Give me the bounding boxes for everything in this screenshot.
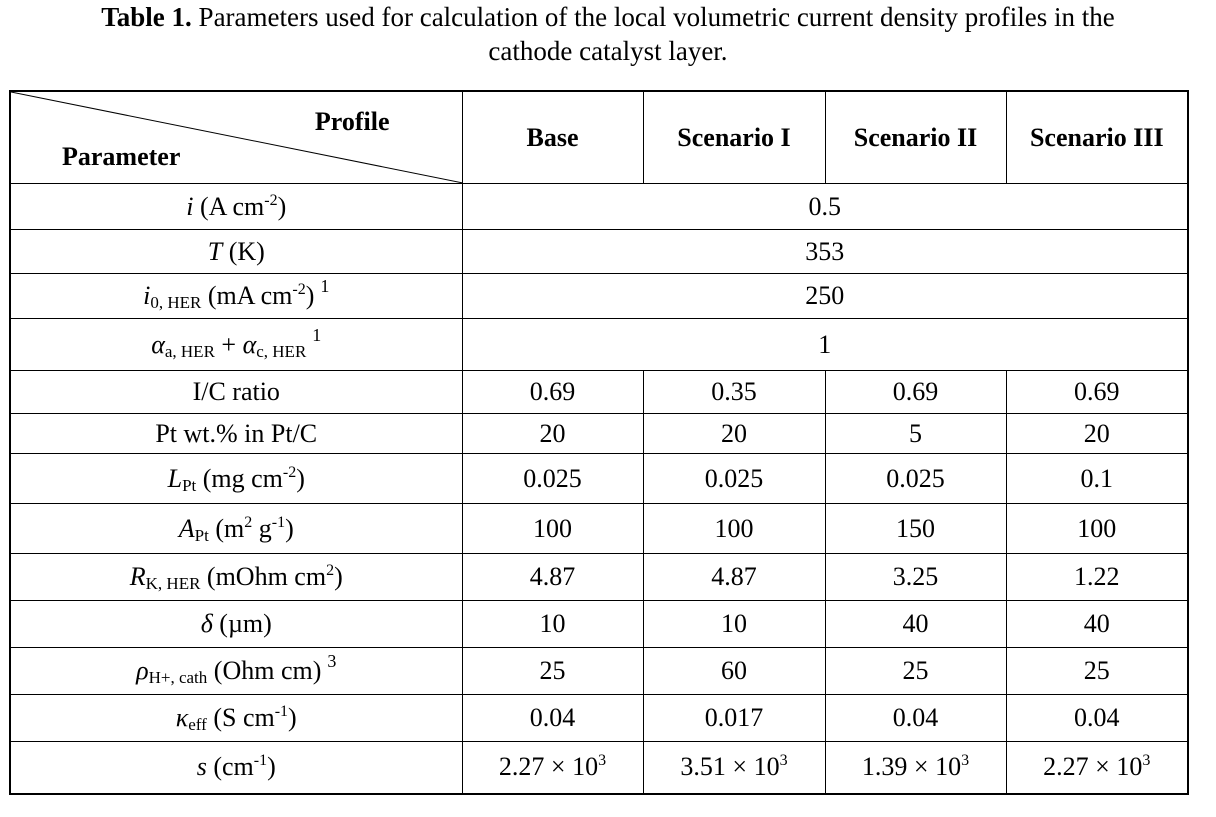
table-row: Pt wt.% in Pt/C 20 20 5 20 bbox=[9, 413, 1189, 454]
value-cell: 1.22 bbox=[1005, 553, 1189, 601]
value-cell: 0.69 bbox=[461, 370, 644, 414]
merged-value-cell: 0.5 bbox=[461, 183, 1189, 230]
value-cell: 25 bbox=[461, 647, 644, 695]
value-cell: 4.87 bbox=[642, 553, 826, 601]
value-cell: 0.1 bbox=[1005, 453, 1189, 504]
merged-value-cell: 250 bbox=[461, 273, 1189, 319]
value-cell: 0.025 bbox=[642, 453, 826, 504]
table-row: T (K) 353 bbox=[9, 229, 1189, 274]
param-conductivity: κeff (S cm-1) bbox=[9, 694, 463, 742]
value-cell: 0.69 bbox=[1005, 370, 1189, 414]
value-cell: 5 bbox=[824, 413, 1007, 454]
param-pt-loading: LPt (mg cm-2) bbox=[9, 453, 463, 504]
table-row: δ (µm) 10 10 40 40 bbox=[9, 600, 1189, 648]
header-scenario-1: Scenario I bbox=[642, 90, 826, 184]
param-ic-ratio: I/C ratio bbox=[9, 370, 463, 414]
table-row: APt (m2 g-1) 100 100 150 100 bbox=[9, 503, 1189, 554]
param-specific-area: s (cm-1) bbox=[9, 741, 463, 794]
param-kinetic-resistance: RK, HER (mOhm cm2) bbox=[9, 553, 463, 601]
table-row: LPt (mg cm-2) 0.025 0.025 0.025 0.1 bbox=[9, 453, 1189, 504]
param-pt-wt: Pt wt.% in Pt/C bbox=[9, 413, 463, 454]
value-cell: 0.04 bbox=[1005, 694, 1189, 742]
value-cell: 25 bbox=[824, 647, 1007, 695]
table-row: s (cm-1) 2.27 × 103 3.51 × 103 1.39 × 10… bbox=[9, 741, 1189, 794]
param-thickness: δ (µm) bbox=[9, 600, 463, 648]
value-cell: 150 bbox=[824, 503, 1007, 554]
param-temperature: T (K) bbox=[9, 229, 463, 274]
header-scenario-2: Scenario II bbox=[824, 90, 1007, 184]
caption-label: Table 1. bbox=[101, 2, 192, 32]
value-cell: 20 bbox=[461, 413, 644, 454]
value-cell: 0.69 bbox=[824, 370, 1007, 414]
header-scenario-3: Scenario III bbox=[1005, 90, 1189, 184]
parameters-table: Profile Parameter Base Scenario I Scenar… bbox=[9, 90, 1189, 795]
header-profile-label: Profile bbox=[314, 107, 390, 136]
value-cell: 20 bbox=[642, 413, 826, 454]
value-cell: 40 bbox=[1005, 600, 1189, 648]
value-cell: 100 bbox=[642, 503, 826, 554]
value-cell: 0.025 bbox=[824, 453, 1007, 504]
value-cell: 10 bbox=[461, 600, 644, 648]
table-caption: Table 1. Parameters used for calculation… bbox=[0, 0, 1216, 68]
value-cell: 3.25 bbox=[824, 553, 1007, 601]
merged-value-cell: 353 bbox=[461, 229, 1189, 274]
value-cell: 0.35 bbox=[642, 370, 826, 414]
header-parameter-label: Parameter bbox=[62, 142, 181, 171]
param-resistivity: ρH+, cath (Ohm cm) 3 bbox=[9, 647, 463, 695]
merged-value-cell: 1 bbox=[461, 318, 1189, 371]
header-row: Profile Parameter Base Scenario I Scenar… bbox=[9, 90, 1189, 184]
table-row: I/C ratio 0.69 0.35 0.69 0.69 bbox=[9, 370, 1189, 414]
param-exchange-current: i0, HER (mA cm-2) 1 bbox=[9, 273, 463, 319]
value-cell: 20 bbox=[1005, 413, 1189, 454]
value-cell: 100 bbox=[461, 503, 644, 554]
caption-text: Parameters used for calculation of the l… bbox=[191, 2, 1115, 32]
table-row: αa, HER + αc, HER1 1 bbox=[9, 318, 1189, 371]
table-row: i0, HER (mA cm-2) 1 250 bbox=[9, 273, 1189, 319]
header-corner-cell: Profile Parameter bbox=[9, 90, 463, 184]
value-cell: 1.39 × 103 bbox=[824, 741, 1007, 794]
value-cell: 40 bbox=[824, 600, 1007, 648]
value-cell: 100 bbox=[1005, 503, 1189, 554]
param-transfer-coefficients: αa, HER + αc, HER1 bbox=[9, 318, 463, 371]
value-cell: 60 bbox=[642, 647, 826, 695]
value-cell: 0.04 bbox=[461, 694, 644, 742]
value-cell: 25 bbox=[1005, 647, 1189, 695]
table-row: RK, HER (mOhm cm2) 4.87 4.87 3.25 1.22 bbox=[9, 553, 1189, 601]
value-cell: 0.025 bbox=[461, 453, 644, 504]
diagonal-divider bbox=[11, 92, 463, 183]
value-cell: 0.04 bbox=[824, 694, 1007, 742]
value-cell: 0.017 bbox=[642, 694, 826, 742]
value-cell: 2.27 × 103 bbox=[1005, 741, 1189, 794]
caption-line-1: Table 1. Parameters used for calculation… bbox=[0, 0, 1216, 34]
value-cell: 3.51 × 103 bbox=[642, 741, 826, 794]
table-row: ρH+, cath (Ohm cm) 3 25 60 25 25 bbox=[9, 647, 1189, 695]
param-pt-surface-area: APt (m2 g-1) bbox=[9, 503, 463, 554]
table-row: i (A cm-2) 0.5 bbox=[9, 183, 1189, 230]
param-current-density: i (A cm-2) bbox=[9, 183, 463, 230]
header-base: Base bbox=[461, 90, 644, 184]
value-cell: 2.27 × 103 bbox=[461, 741, 644, 794]
value-cell: 10 bbox=[642, 600, 826, 648]
caption-line-2: cathode catalyst layer. bbox=[488, 36, 728, 66]
value-cell: 4.87 bbox=[461, 553, 644, 601]
table-row: κeff (S cm-1) 0.04 0.017 0.04 0.04 bbox=[9, 694, 1189, 742]
